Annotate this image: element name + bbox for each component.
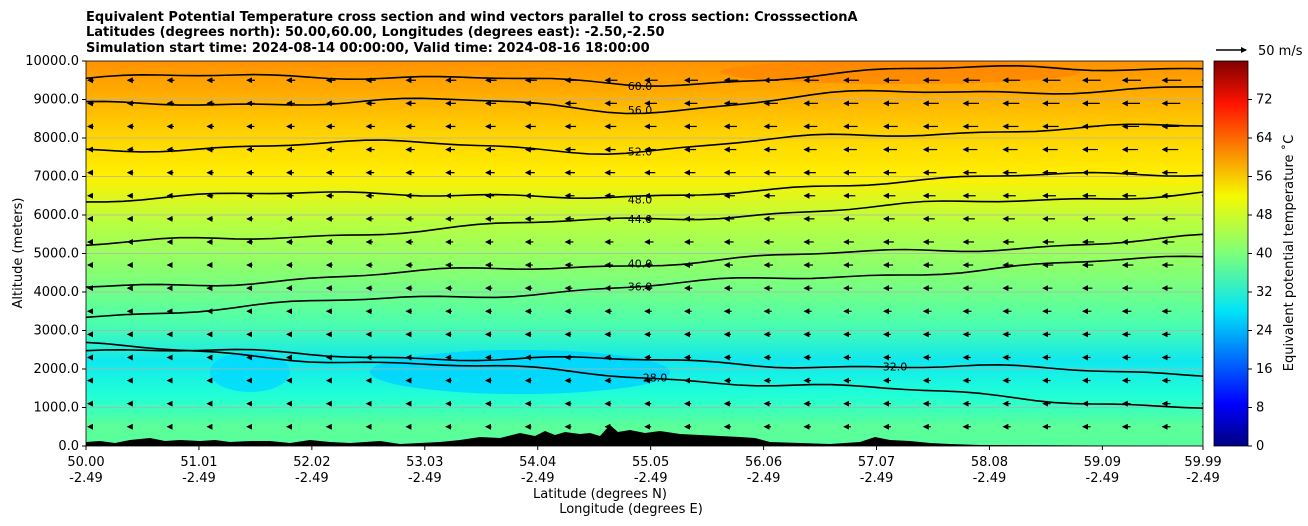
x-tick-label-lon: -2.49 (1086, 471, 1120, 486)
contour-label: 60.0 (628, 80, 653, 93)
contour-label: 40.0 (628, 257, 653, 270)
contour-line (86, 191, 1203, 247)
colorbar-tick-label: 24 (1256, 324, 1273, 339)
x-tick-label-lat: 51.01 (180, 455, 217, 470)
colorbar-label: Equivalent potential temperature ˚C (1281, 135, 1297, 371)
colorbar-tick-label: 40 (1256, 247, 1273, 262)
contour-lines: 60.0 56.0 52.0 48.0 44.0 40.0 36.0 32.0 28.0 (86, 64, 1203, 409)
y-tick-label: 1000.0 (34, 401, 80, 416)
contour-label: 48.0 (628, 194, 653, 207)
contour-label: 56.0 (628, 104, 653, 117)
cold-pool-core (370, 350, 670, 394)
y-tick-label: 4000.0 (34, 285, 80, 300)
y-tick-label: 7000.0 (34, 170, 80, 185)
y-tick-label: 5000.0 (34, 247, 80, 262)
contour-line (86, 348, 1203, 377)
y-tick-label: 2000.0 (34, 362, 80, 377)
x-tick-label-lon: -2.49 (408, 471, 442, 486)
contour-line (86, 123, 1203, 156)
x-tick-label-lat: 57.07 (858, 455, 895, 470)
colorbar-ticks: 0 8 16 24 32 40 48 56 64 72 (1248, 93, 1273, 454)
colorbar: 0 8 16 24 32 40 48 56 64 72 Equivalent potential … (1213, 60, 1297, 454)
contour-line (86, 255, 1203, 319)
quiver-key: 50 m/s (1216, 44, 1303, 59)
contour-line (86, 64, 1203, 87)
y-axis: 0.0 1000.0 2000.0 3000.0 4000.0 5000.0 6000.0 7… (25, 54, 86, 454)
contour-label: 44.0 (628, 213, 653, 226)
colorbar-bar (1213, 60, 1249, 447)
chart-title-line-3: Simulation start time: 2024-08-14 00:00:… (86, 41, 650, 56)
x-tick-label-lon: -2.49 (295, 471, 329, 486)
x-tick-label-lat: 50.00 (67, 455, 104, 470)
quiver-key-label: 50 m/s (1258, 44, 1303, 59)
colorbar-tick-label: 16 (1256, 362, 1273, 377)
x-tick-label-lon: -2.49 (634, 471, 668, 486)
colorbar-tick-label: 48 (1256, 208, 1273, 223)
contour-label: 32.0 (883, 360, 908, 373)
chart-title-line-1: Equivalent Potential Temperature cross s… (86, 10, 858, 25)
chart-title-line-2: Latitudes (degrees north): 50.00,60.00, … (86, 25, 665, 40)
y-tick-label: 3000.0 (34, 324, 80, 339)
y-axis-label: Altitude (meters) (11, 198, 26, 309)
x-axis-label-longitude: Longitude (degrees E) (559, 502, 703, 517)
y-tick-label: 10000.0 (25, 54, 79, 69)
contour-label: 28.0 (643, 371, 668, 384)
contour-line (86, 233, 1203, 288)
contour-line (86, 171, 1203, 203)
x-tick-label-lon: -2.49 (860, 471, 894, 486)
y-tick-label: 0.0 (58, 439, 79, 454)
x-tick-label-lat: 58.08 (971, 455, 1008, 470)
x-tick-label-lat: 55.05 (632, 455, 669, 470)
contour-label: 52.0 (628, 146, 653, 159)
grid-lines (86, 61, 1203, 446)
x-tick-label-lat: 54.04 (519, 455, 556, 470)
plot-area: 60.0 56.0 52.0 48.0 44.0 40.0 36.0 32.0 28.0 (86, 61, 1203, 446)
x-tick-label-lon: -2.49 (521, 471, 555, 486)
x-tick-label-lon: -2.49 (69, 471, 103, 486)
x-tick-label-lat: 56.06 (745, 455, 782, 470)
cold-pool-west (210, 352, 290, 392)
contour-label: 36.0 (628, 280, 653, 293)
colorbar-tick-label: 8 (1256, 401, 1264, 416)
y-tick-label: 8000.0 (34, 131, 80, 146)
terrain (86, 425, 1203, 446)
x-tick-label-lat: 52.02 (293, 455, 330, 470)
x-tick-label-lat: 53.03 (406, 455, 443, 470)
x-axis-label-latitude: Latitude (degrees N) (533, 487, 667, 502)
colorbar-tick-label: 0 (1256, 439, 1264, 454)
x-axis: 50.00-2.4951.01-2.4952.02-2.4953.03-2.49… (67, 446, 1222, 486)
x-tick-label-lon: -2.49 (747, 471, 781, 486)
contour-line (86, 86, 1203, 115)
x-tick-label-lat: 59.99 (1184, 455, 1221, 470)
colorbar-tick-label: 32 (1256, 285, 1273, 300)
colorbar-tick-label: 56 (1256, 170, 1273, 185)
x-tick-label-lon: -2.49 (182, 471, 216, 486)
y-tick-label: 9000.0 (34, 93, 80, 108)
x-tick-label-lat: 59.09 (1084, 455, 1121, 470)
y-tick-label: 6000.0 (34, 208, 80, 223)
x-tick-label-lon: -2.49 (973, 471, 1007, 486)
colorbar-tick-label: 64 (1256, 131, 1273, 146)
x-tick-label-lon: -2.49 (1186, 471, 1220, 486)
colorbar-tick-label: 72 (1256, 93, 1273, 108)
contour-line (86, 341, 1203, 409)
